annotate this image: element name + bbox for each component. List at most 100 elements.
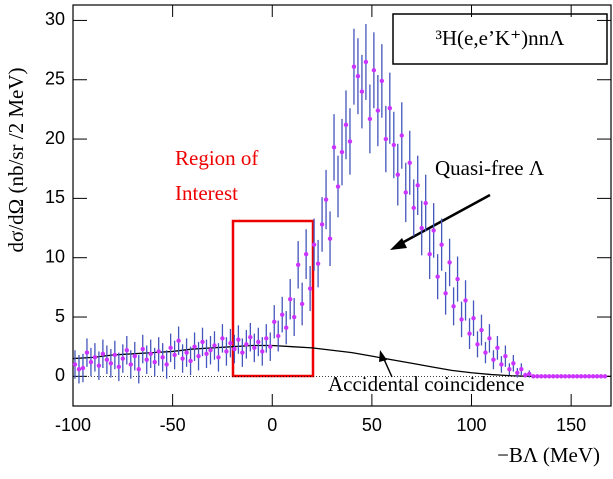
data-point: [72, 362, 78, 367]
x-tick-label: 50: [362, 415, 382, 435]
data-point: [451, 304, 456, 309]
data-point: [284, 325, 289, 330]
data-point: [172, 352, 177, 358]
data-point: [252, 345, 257, 351]
data-point: [236, 337, 241, 342]
arrow-head: [390, 238, 407, 250]
data-point: [407, 160, 412, 165]
data-point: [144, 357, 149, 362]
x-tick-label: 100: [456, 415, 486, 435]
data-point: [112, 352, 118, 358]
data-point: [431, 228, 436, 233]
y-tick-label: 15: [45, 187, 65, 207]
data-point: [523, 372, 528, 378]
data-point: [148, 351, 153, 356]
data-point: [152, 359, 157, 365]
data-point: [268, 344, 273, 349]
data-point: [558, 374, 564, 379]
data-point: [511, 361, 516, 366]
data-point: [419, 225, 424, 231]
data-point: [598, 374, 604, 379]
data-point: [295, 262, 301, 268]
data-point: [539, 374, 544, 379]
data-point: [272, 319, 277, 324]
data-point: [562, 374, 568, 379]
data-point: [136, 367, 141, 372]
data-point: [299, 301, 305, 307]
data-point: [84, 350, 90, 355]
data-point: [443, 291, 448, 296]
data-point: [100, 351, 106, 356]
annotation: Region of: [175, 146, 258, 170]
data-point: [459, 317, 464, 322]
data-point: [570, 374, 576, 379]
data-point: [463, 298, 468, 303]
data-point: [371, 68, 377, 73]
data-point: [447, 260, 452, 265]
data-point: [383, 136, 389, 142]
data-point: [574, 374, 580, 379]
data-point: [531, 374, 536, 379]
data-point: [363, 59, 369, 65]
data-point: [351, 64, 357, 69]
data-point: [543, 374, 548, 379]
data-point: [307, 286, 313, 291]
y-tick-label: 20: [45, 128, 65, 148]
y-tick-label: 0: [55, 365, 65, 385]
data-point: [156, 349, 161, 354]
data-point: [244, 342, 249, 347]
data-point: [551, 374, 556, 379]
data-point: [331, 145, 337, 150]
data-point: [140, 346, 145, 352]
data-point: [535, 374, 540, 379]
data-point: [108, 361, 114, 366]
data-point: [212, 343, 217, 348]
data-point: [582, 374, 588, 379]
region-box: [231, 219, 315, 378]
data-point: [602, 374, 608, 379]
data-point: [515, 370, 520, 375]
data-point: [375, 108, 381, 113]
data-point: [315, 261, 321, 266]
annotation: Quasi-free Λ: [435, 156, 545, 180]
data-point: [403, 190, 408, 195]
data-point: [303, 251, 309, 257]
y-axis-label: dσ/dΩ (nb/sr /2 MeV): [4, 68, 28, 253]
data-point: [355, 73, 361, 79]
data-point: [467, 331, 472, 336]
data-point: [80, 365, 86, 371]
chart-title: ³H(e,e’K⁺)nnΛ: [436, 26, 566, 50]
data-point: [379, 78, 385, 84]
data-point: [128, 362, 133, 367]
title-box: [392, 13, 608, 65]
plot-frame: [72, 4, 612, 407]
x-tick-label: -50: [160, 415, 186, 435]
data-point: [423, 200, 428, 206]
data-point: [176, 338, 181, 343]
data-point: [411, 205, 416, 211]
x-tick-label: 150: [556, 415, 586, 435]
data-point: [291, 314, 297, 320]
data-point: [343, 122, 349, 128]
data-point: [495, 345, 500, 351]
data-point: [387, 106, 393, 111]
data-point: [204, 351, 209, 356]
arrow: [399, 193, 491, 246]
annotation: Interest: [175, 181, 238, 205]
y-tick-label: 5: [55, 306, 65, 326]
y-tick-label: 30: [45, 9, 65, 29]
data-point: [435, 274, 440, 279]
data-point: [104, 357, 110, 362]
y-tick-label: 25: [45, 68, 65, 88]
data-point: [507, 367, 512, 372]
data-point: [96, 363, 102, 368]
data-point: [439, 242, 444, 247]
data-point: [76, 367, 82, 372]
data-point: [260, 349, 265, 354]
data-point: [335, 184, 341, 189]
data-point: [519, 367, 524, 372]
data-point: [256, 339, 261, 345]
data-point: [240, 350, 245, 355]
